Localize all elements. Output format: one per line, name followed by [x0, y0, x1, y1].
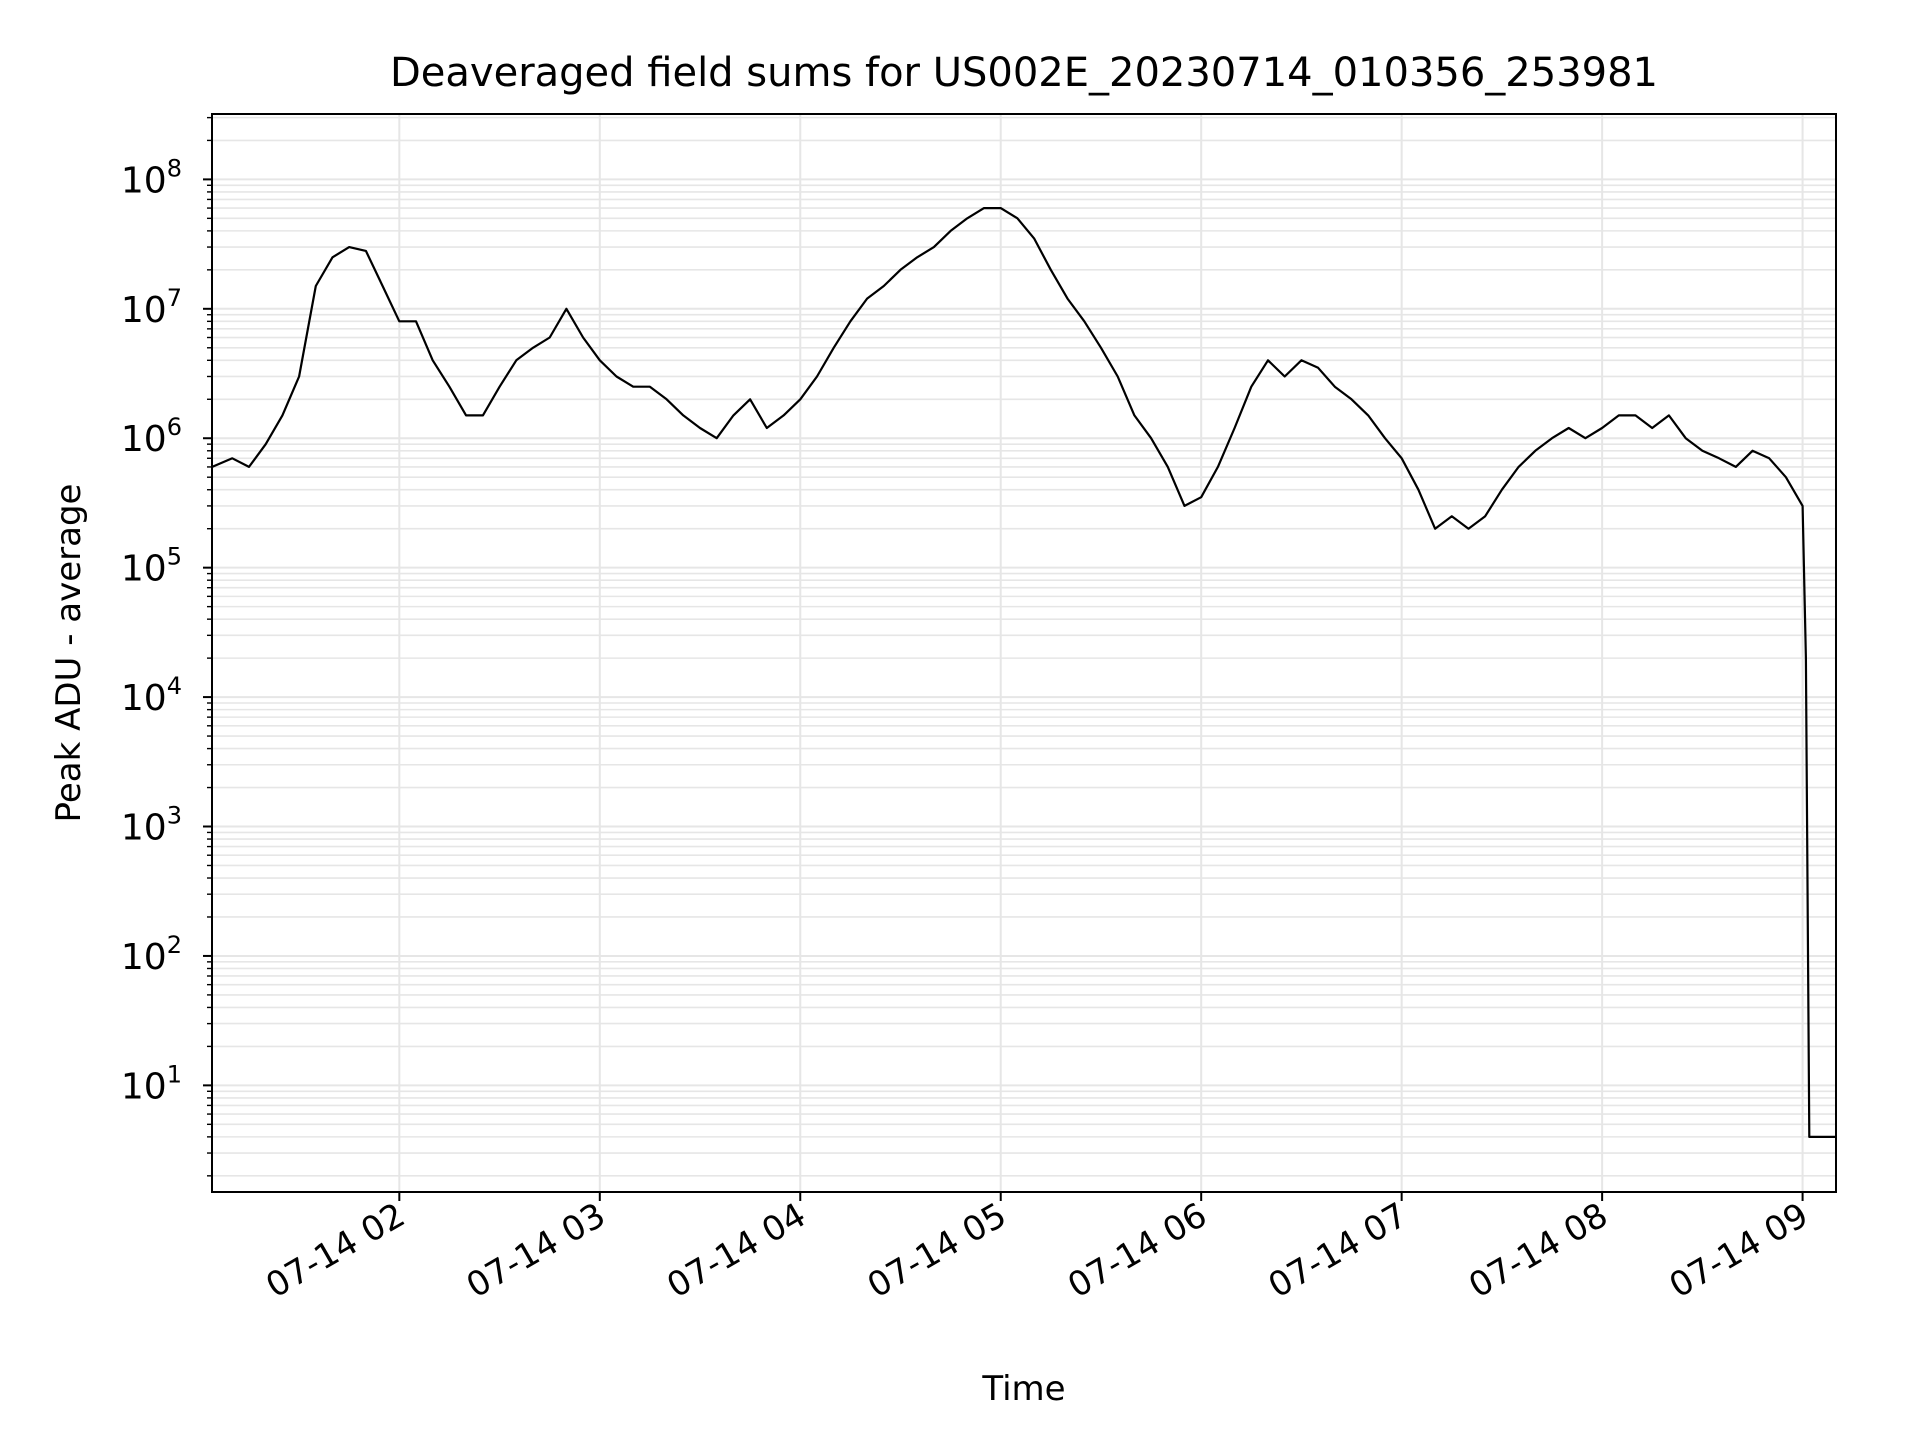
y-tick-label: 105 [121, 543, 182, 590]
x-tick-label: 07-14 05 [861, 1195, 1013, 1306]
y-axis-ticks: 101 102 103 104 105 106 107 108 [121, 116, 212, 1177]
y-tick-label: 107 [121, 284, 182, 331]
x-tick-label: 07-14 09 [1663, 1195, 1815, 1306]
x-axis-ticks: 07-14 02 07-14 03 07-14 04 07-14 05 07-14 06… [259, 1192, 1815, 1306]
y-tick-label: 106 [121, 413, 182, 460]
x-tick-label: 07-14 08 [1462, 1195, 1614, 1306]
major-gridlines [212, 114, 1836, 1192]
plot-frame [211, 113, 1837, 1193]
y-tick-label: 101 [121, 1060, 182, 1107]
y-tick-label: 108 [121, 154, 182, 201]
minor-gridlines [212, 116, 1836, 1177]
x-tick-label: 07-14 04 [660, 1195, 812, 1306]
x-tick-label: 07-14 02 [259, 1195, 411, 1306]
x-tick-label: 07-14 03 [460, 1195, 612, 1306]
x-tick-label: 07-14 06 [1061, 1195, 1213, 1306]
x-axis-label: Time [981, 1369, 1065, 1409]
y-tick-label: 102 [121, 931, 182, 978]
y-tick-label: 104 [121, 672, 182, 719]
y-axis-label: Peak ADU - average [49, 484, 89, 823]
series-layer [212, 207, 1836, 1139]
chart-title: Deaveraged field sums for US002E_2023071… [390, 50, 1658, 96]
series-line [212, 207, 1836, 1139]
x-tick-label: 07-14 07 [1262, 1195, 1414, 1306]
y-tick-label: 103 [121, 802, 182, 849]
